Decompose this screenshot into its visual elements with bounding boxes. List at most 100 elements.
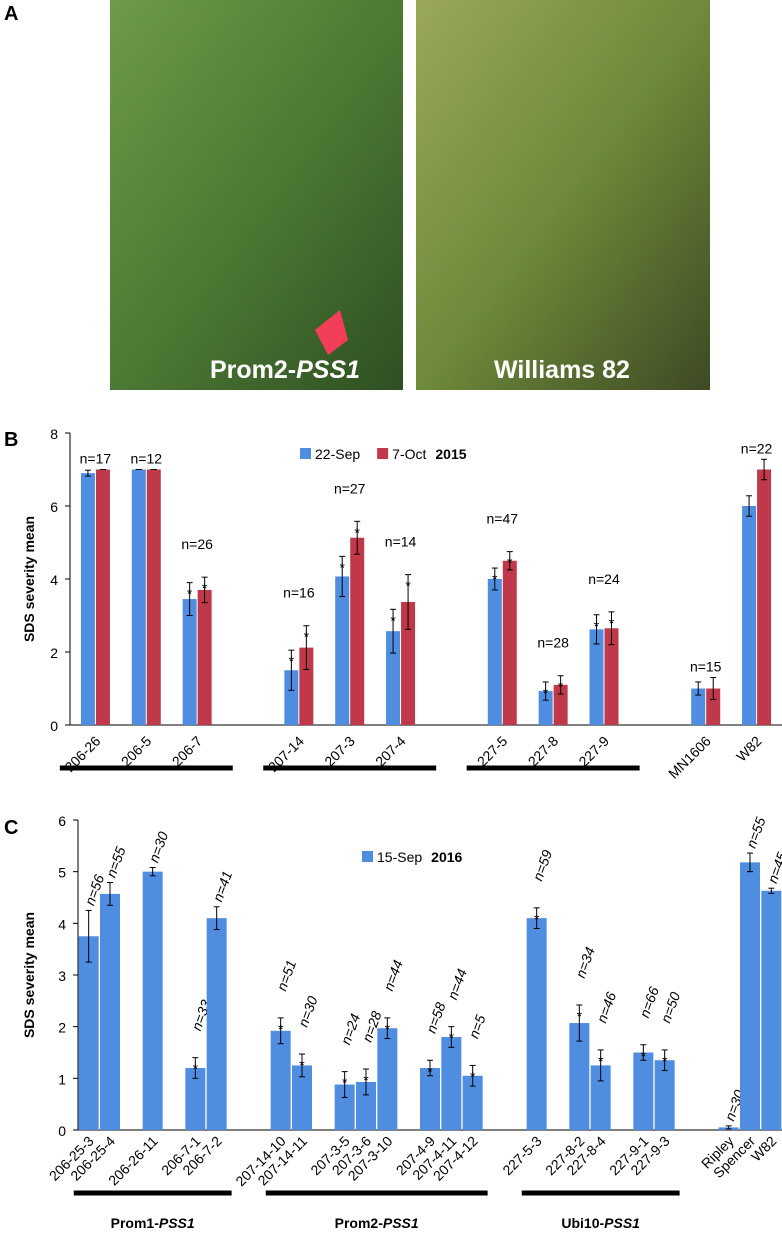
bar: [538, 691, 553, 725]
photo-label-text: Prom2-: [210, 356, 296, 384]
n-label: n=27: [334, 480, 366, 496]
n-label: n=41: [209, 869, 235, 904]
bar: [142, 871, 163, 1130]
n-label: n=28: [537, 635, 569, 651]
x-tick-label: 227-5: [474, 733, 511, 770]
x-tick-label: 227-9: [575, 733, 612, 770]
error-bar: [390, 608, 397, 654]
n-label: n=44: [444, 966, 470, 1001]
x-tick-label: 227-8: [525, 733, 562, 770]
n-label: n=12: [131, 451, 163, 467]
error-bar: [640, 1044, 647, 1061]
x-tick-label: 206-5: [118, 733, 155, 770]
photo: [110, 0, 403, 390]
error-bar: [557, 675, 564, 695]
legend-suffix: 2016: [431, 849, 462, 865]
significance-mark: *: [598, 1053, 604, 1069]
bar: [185, 1068, 206, 1130]
error-bar: [576, 1004, 583, 1042]
y-tick-label: 2: [50, 645, 58, 661]
photo-label: Williams 82: [494, 356, 630, 384]
significance-mark: *: [187, 586, 193, 602]
legend-swatch: [377, 448, 389, 459]
n-label: n=14: [385, 534, 417, 550]
bar: [292, 1065, 312, 1130]
group-label-italic: PSS1: [159, 1215, 195, 1231]
n-label: n=55: [103, 844, 129, 879]
bar: [553, 684, 568, 725]
bar: [401, 601, 416, 725]
error-bar: [84, 469, 91, 477]
bar: [270, 1030, 291, 1130]
n-label: n=59: [529, 848, 555, 883]
y-axis-label: SDS severity mean: [21, 516, 37, 642]
error-bar: [661, 1049, 668, 1072]
significance-mark: *: [558, 679, 564, 695]
bar: [742, 506, 757, 725]
bar: [95, 469, 110, 725]
error-bar: [747, 852, 753, 873]
significance-mark: *: [507, 555, 513, 571]
n-label: n=46: [593, 990, 619, 1025]
group-label-italic: PSS1: [604, 1215, 640, 1231]
bar: [206, 918, 227, 1130]
error-bar: [597, 1049, 604, 1082]
x-tick-label: 206-7: [169, 733, 206, 770]
y-tick-label: 6: [50, 499, 58, 515]
n-label: n=24: [588, 571, 620, 587]
n-label: n=30: [145, 829, 171, 864]
n-label: n=58: [423, 1000, 449, 1035]
bar: [604, 628, 619, 725]
error-bar: [149, 867, 156, 877]
significance-mark: *: [577, 1008, 583, 1024]
y-axis-label: SDS severity mean: [21, 912, 37, 1038]
group-label-italic: PSS1: [383, 1215, 419, 1231]
bar: [131, 469, 146, 725]
error-bar: [725, 1125, 732, 1130]
bar: [350, 537, 365, 725]
significance-mark: *: [299, 1057, 305, 1073]
significance-mark: *: [449, 1030, 455, 1046]
bar: [706, 688, 721, 725]
error-bar: [710, 677, 717, 700]
panel-label: A: [4, 3, 18, 25]
significance-mark: *: [278, 1021, 284, 1037]
y-tick-label: 6: [58, 813, 66, 829]
bar: [487, 579, 502, 725]
bar: [654, 1060, 675, 1130]
y-tick-label: 5: [58, 865, 66, 881]
bar: [691, 688, 706, 725]
error-bar: [303, 625, 310, 671]
error-bar: [341, 1071, 348, 1098]
legend-swatch: [362, 851, 373, 862]
group-label: Prom2-PSS1: [335, 1215, 419, 1231]
n-label: n=17: [80, 451, 112, 467]
n-label: n=30: [295, 994, 321, 1029]
error-bar: [186, 582, 193, 616]
n-label: n=34: [572, 945, 598, 980]
n-label: n=51: [273, 958, 299, 993]
bar: [335, 576, 350, 725]
bar: [757, 469, 772, 725]
significance-mark: *: [492, 571, 498, 587]
y-tick-label: 0: [58, 1123, 66, 1139]
n-label: n=15: [690, 659, 722, 675]
y-tick-label: 2: [58, 1020, 66, 1036]
error-bar: [533, 907, 540, 929]
bar: [502, 560, 517, 725]
significance-mark: *: [534, 911, 540, 927]
error-bar: [277, 1017, 284, 1045]
group-label-text: Prom2-: [335, 1215, 384, 1231]
n-label: n=66: [636, 984, 662, 1019]
significance-mark: *: [354, 524, 360, 540]
n-label: n=45: [764, 850, 782, 885]
x-tick-label: 207-3: [321, 733, 358, 770]
significance-mark: *: [390, 612, 396, 628]
bar: [590, 1065, 611, 1130]
n-label: n=24: [337, 1011, 363, 1046]
bar: [284, 670, 299, 725]
error-bar: [427, 1059, 433, 1077]
significance-mark: *: [363, 1072, 369, 1088]
error-bar: [746, 495, 753, 517]
